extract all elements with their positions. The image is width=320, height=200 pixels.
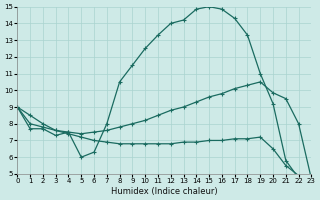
X-axis label: Humidex (Indice chaleur): Humidex (Indice chaleur) <box>111 187 218 196</box>
